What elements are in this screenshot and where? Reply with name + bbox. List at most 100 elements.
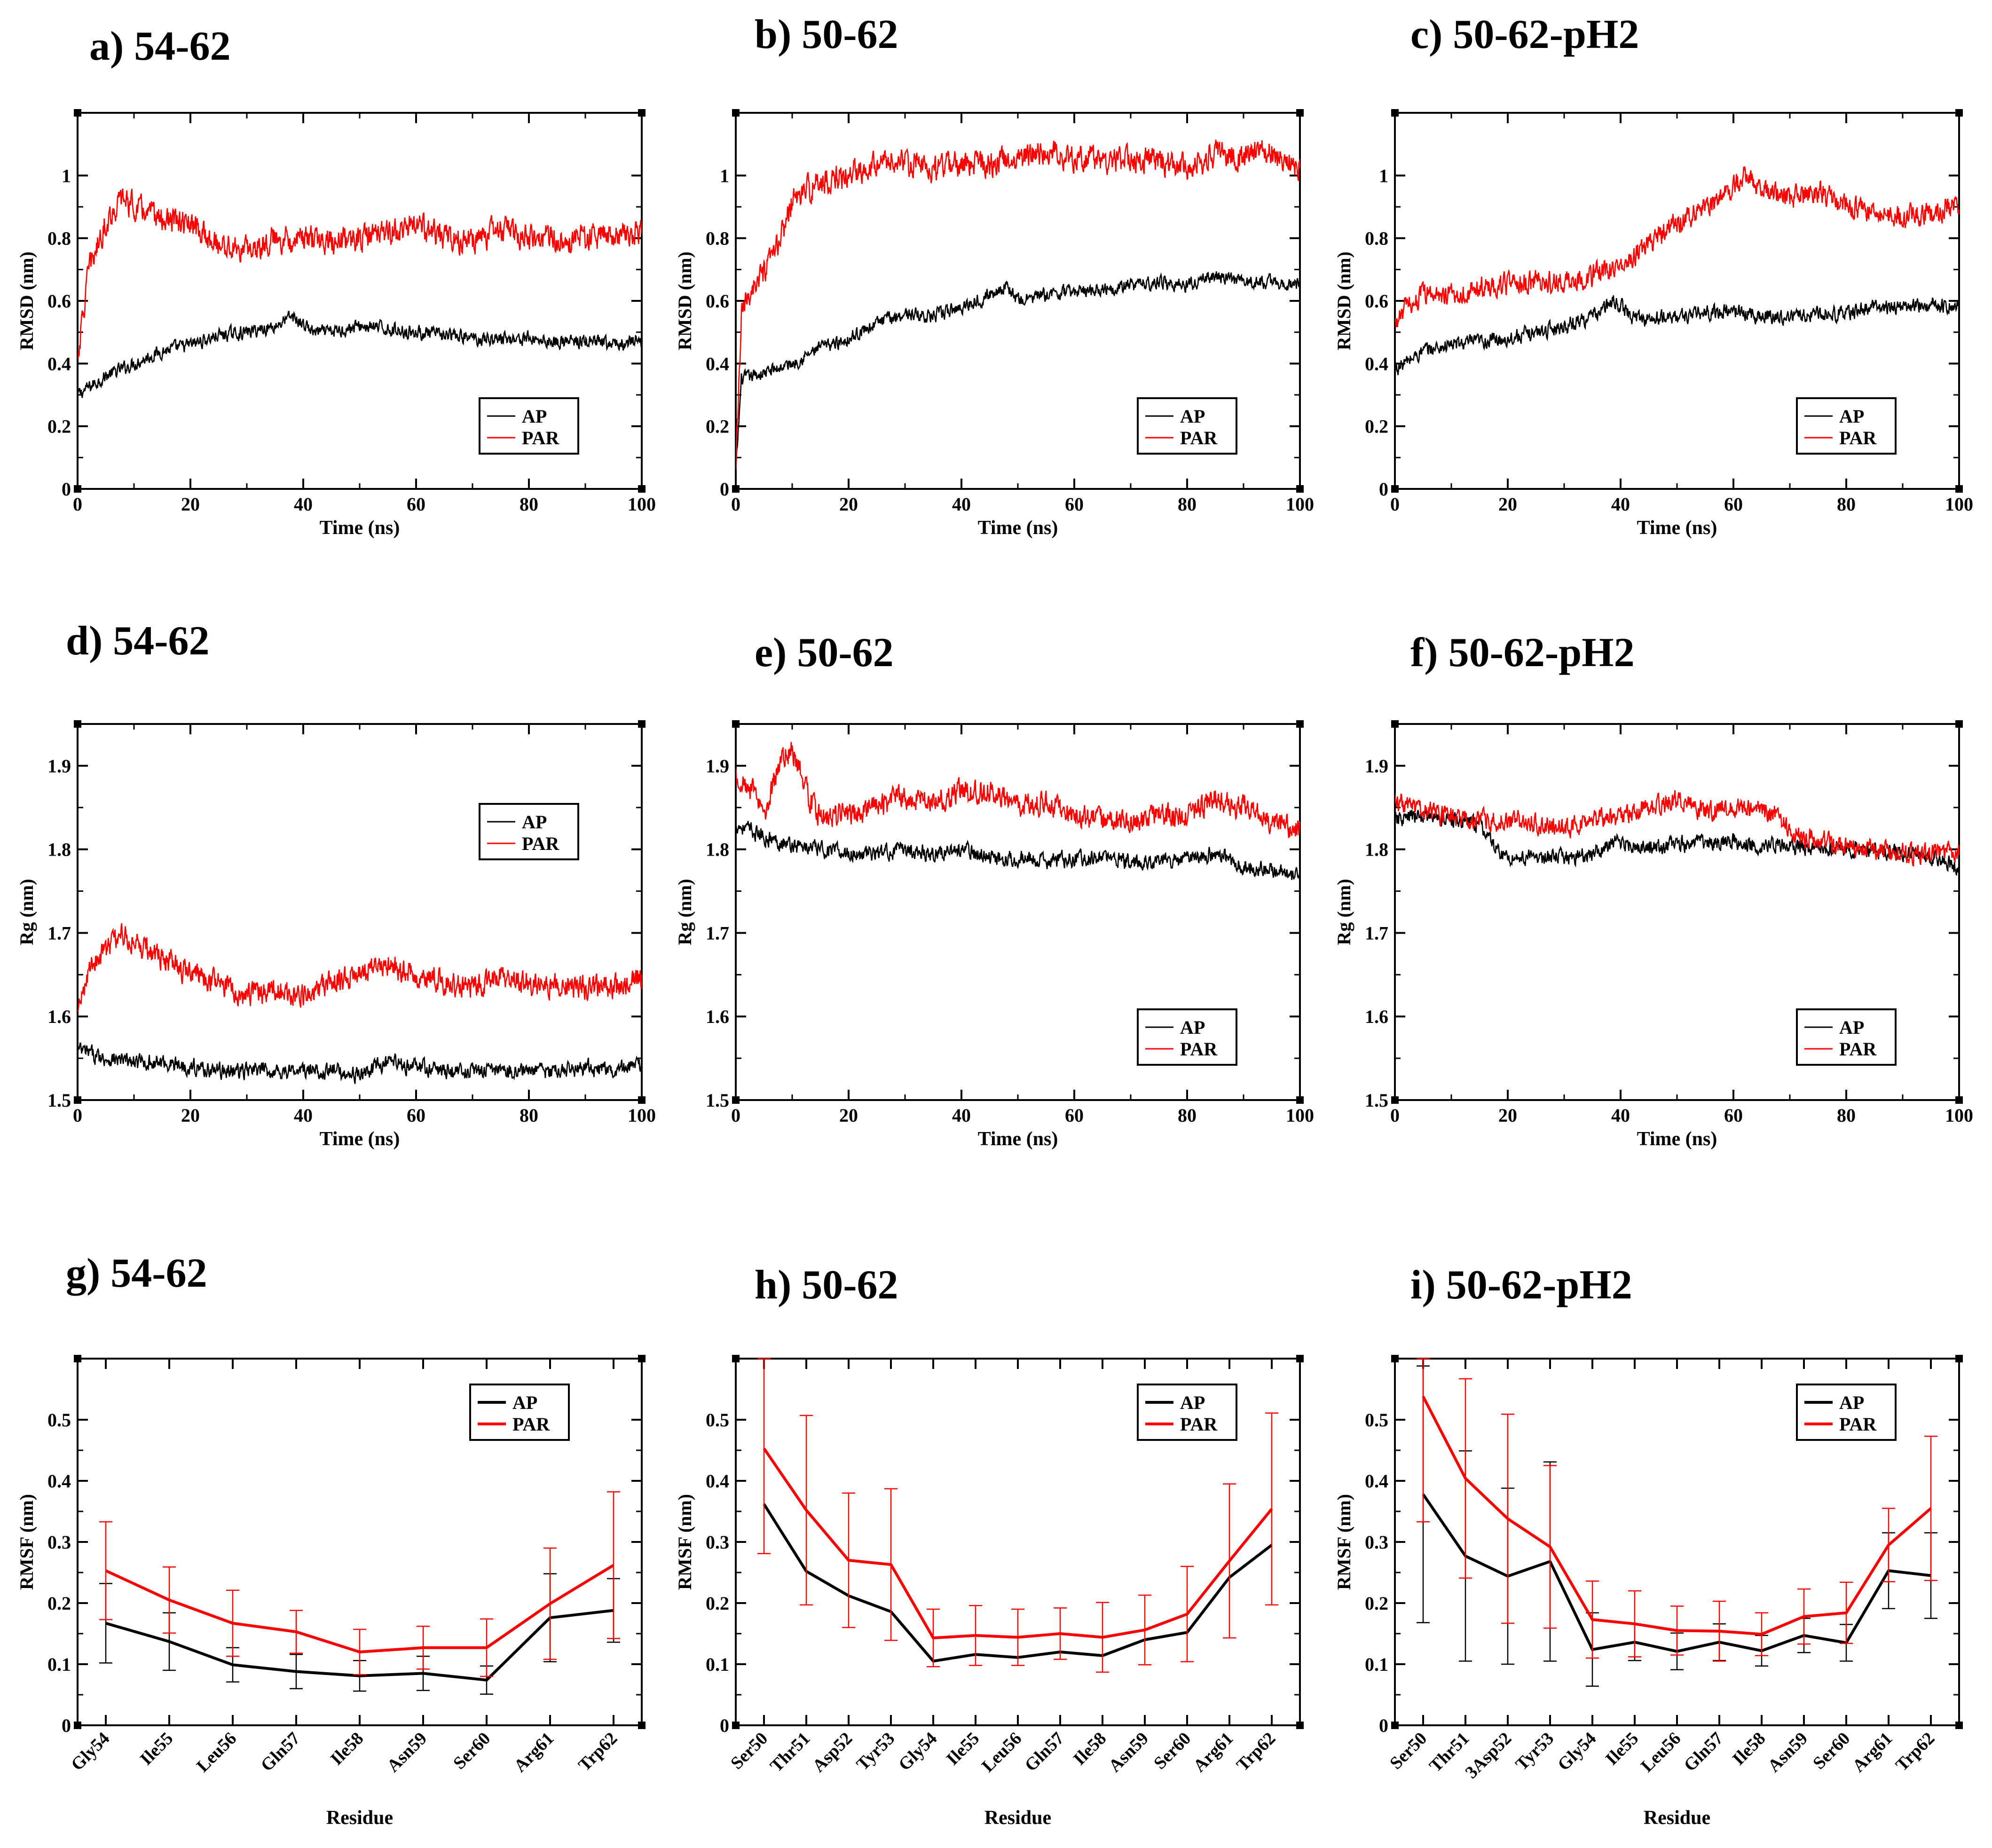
x-tick-label: Ile58 [1070,1729,1110,1769]
series-line-ap [78,1042,642,1084]
y-tick-label: 0.2 [47,416,71,437]
panel-title-a: a) 54-62 [89,24,231,69]
y-tick-label: 0.1 [706,1654,729,1675]
y-tick-label: 0.4 [1365,353,1388,374]
y-tick-label: 0.4 [706,1471,729,1492]
x-tick-label: Arg61 [1189,1729,1237,1776]
legend-label-par: PAR [1839,1038,1877,1060]
y-tick-label: 0.6 [47,291,71,312]
chart-b: 0 0.2 0.4 0.6 0.8 1 0 20 40 60 80 100 Time (ns) RMSD … [674,109,1314,539]
y-tick-label: 0.8 [47,228,71,249]
x-axis-label: Time (ns) [320,517,400,539]
chart-i: 00.10.20.30.40.5Ser50Thr513Asp52Tyr53Gly… [1333,1355,1963,1829]
x-tick-label: 60 [407,1105,425,1126]
x-axis-label: Time (ns) [1637,517,1717,539]
y-tick-label: 0.4 [1365,1471,1388,1492]
y-tick-label: 1.9 [47,755,71,777]
x-tick-label: Gly54 [67,1729,113,1775]
y-tick-label: 1.5 [47,1090,71,1111]
y-tick-label: 0.3 [1365,1532,1388,1553]
x-tick-label: 80 [1178,494,1197,515]
legend-box [479,803,579,860]
y-tick-label: 0 [720,479,729,500]
x-tick-label: 40 [1611,494,1630,515]
corner-marker [638,1355,646,1362]
y-axis-label: RMSD (nm) [16,252,37,350]
x-tick-label: 0 [73,494,82,515]
x-tick-label: 40 [952,1105,971,1126]
series-line-par [78,189,642,360]
y-tick-label: 0.6 [1365,291,1388,312]
y-tick-label: 1.8 [47,839,71,860]
series-line-ap [105,1609,614,1682]
panel-title-h: h) 50-62 [755,1262,898,1308]
y-axis-label: RMSD (nm) [674,252,695,350]
x-tick-label: 80 [1178,1105,1197,1126]
legend-box [469,1384,570,1441]
y-axis-label: RMSF (nm) [674,1494,695,1590]
x-tick-label: 40 [952,494,971,515]
x-tick-label: 0 [1390,494,1400,515]
y-tick-label: 0.5 [706,1409,729,1431]
series-line-ap [78,310,642,398]
x-tick-label: Ser60 [1150,1729,1195,1773]
x-tick-label: Ser60 [449,1729,494,1773]
y-tick-label: 0.5 [47,1409,71,1431]
legend-label-par: PAR [1839,1414,1877,1435]
legend-label-ap: AP [522,811,547,833]
x-tick-label: Ile55 [136,1729,177,1769]
y-tick-label: 1.9 [1365,755,1388,777]
y-tick-label: 1.6 [1365,1006,1388,1027]
corner-marker [732,1355,740,1362]
chart-e: 1.5 1.6 1.7 1.8 1.9 0 20 40 60 80 100 Time (ns) Rg (… [674,720,1314,1150]
y-tick-label: 0.5 [1365,1409,1388,1431]
y-tick-label: 0.2 [706,1593,729,1614]
legend-label-par: PAR [1180,427,1218,448]
y-tick-label: 0.1 [47,1654,71,1675]
y-tick-label: 0.2 [1365,416,1388,437]
x-tick-label: Ser50 [727,1729,772,1773]
chart-c: 0 0.2 0.4 0.6 0.8 1 0 20 40 60 80 100 Time (ns) RMSD … [1333,109,1973,539]
legend-box [1796,397,1897,455]
x-tick-label: Ile55 [943,1729,983,1769]
y-tick-label: 0 [1379,1715,1388,1736]
x-tick-label: Arg61 [510,1729,558,1776]
panel-title-f: f) 50-62-pH2 [1410,630,1635,676]
panel-title-c: c) 50-62-pH2 [1410,12,1639,57]
y-tick-label: 0.2 [47,1593,71,1614]
x-tick-label: Ser60 [1809,1729,1854,1773]
panel-title-e: e) 50-62 [755,630,894,676]
series-line-ap [736,820,1300,885]
x-tick-label: 20 [839,1105,858,1126]
x-tick-label: 20 [181,494,200,515]
panel-title-g: g) 54-62 [66,1250,207,1296]
x-tick-label: 0 [731,1105,740,1126]
corner-marker [1296,1355,1304,1362]
x-tick-label: 40 [294,1105,313,1126]
x-tick-label: Leu56 [978,1729,1025,1776]
x-tick-label: 100 [1945,494,1973,515]
y-tick-label: 1.6 [47,1006,71,1027]
x-tick-label: 100 [1286,494,1314,515]
x-tick-label: 60 [1724,1105,1743,1126]
x-tick-label: Gln57 [1680,1729,1727,1776]
x-axis-label: Time (ns) [320,1128,400,1150]
y-tick-label: 1.8 [1365,839,1388,860]
x-tick-label: 40 [1611,1105,1630,1126]
x-tick-label: Leu56 [1637,1729,1685,1776]
legend-label-ap: AP [522,406,547,427]
y-tick-label: 1.5 [1365,1090,1388,1111]
x-tick-label: Trp62 [1892,1729,1938,1775]
x-tick-label: Gly54 [1554,1729,1600,1775]
legend-label-ap: AP [1180,1017,1205,1038]
legend-box [1137,1008,1237,1066]
series-line-par [105,1564,614,1653]
legend-box [1137,1384,1237,1441]
x-axis-label: Residue [326,1807,393,1829]
y-axis-label: RMSF (nm) [16,1494,37,1590]
